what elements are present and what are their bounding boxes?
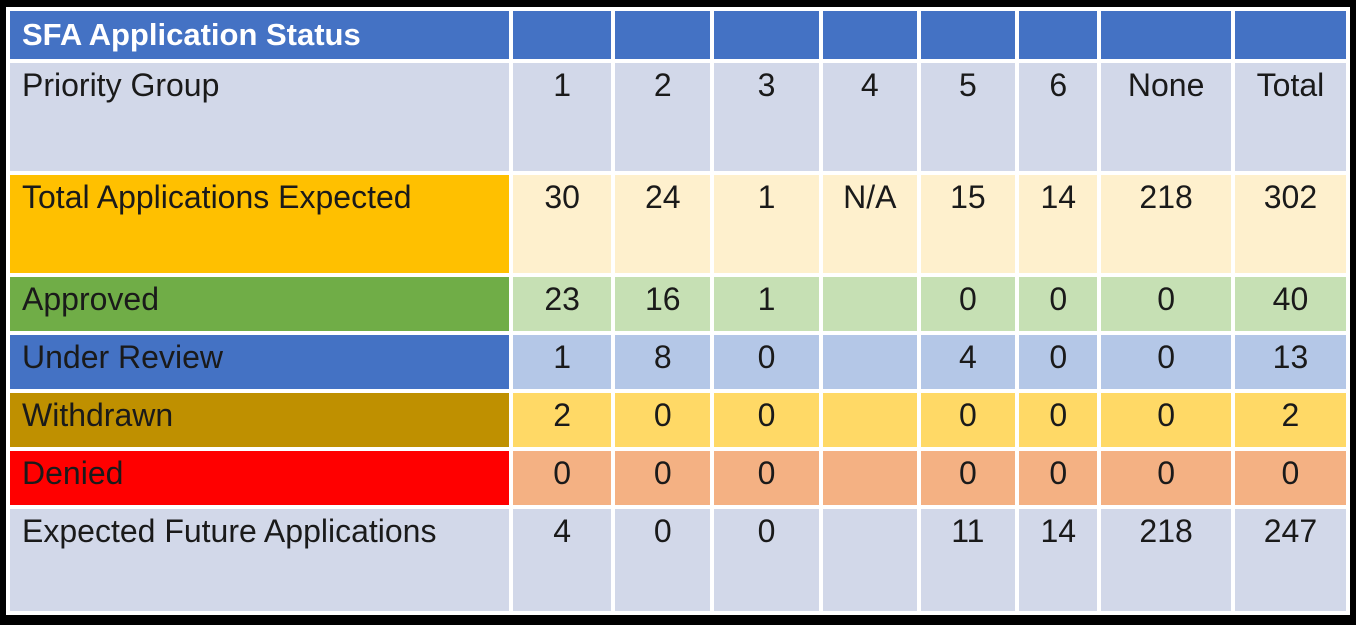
- column-header-4: 4: [822, 63, 917, 171]
- cell-value: 0: [512, 451, 612, 505]
- cell-value: [822, 335, 917, 389]
- title-spacer-cell: [920, 11, 1016, 59]
- table-row-total-applications-expected: Total Applications Expected 30 24 1 N/A …: [10, 175, 1346, 273]
- title-spacer-cell: [714, 11, 819, 59]
- title-spacer-cell: [822, 11, 917, 59]
- cell-value: 40: [1234, 277, 1346, 331]
- cell-value: 15: [920, 175, 1016, 273]
- cell-value: 0: [1019, 277, 1098, 331]
- cell-value: 0: [1101, 277, 1231, 331]
- cell-value: 24: [615, 175, 711, 273]
- row-label: Total Applications Expected: [10, 175, 509, 273]
- cell-value: 218: [1101, 175, 1231, 273]
- title-spacer-cell: [1019, 11, 1098, 59]
- cell-value: 0: [1234, 451, 1346, 505]
- cell-value: 0: [714, 335, 819, 389]
- cell-value: N/A: [822, 175, 917, 273]
- cell-value: 14: [1019, 175, 1098, 273]
- cell-value: 4: [920, 335, 1016, 389]
- row-label: Withdrawn: [10, 393, 509, 447]
- cell-value: 23: [512, 277, 612, 331]
- table-row-expected-future-applications: Expected Future Applications 4 0 0 11 14…: [10, 509, 1346, 611]
- cell-value: [822, 277, 917, 331]
- priority-group-header-row: Priority Group 1 2 3 4 5 6 None Total: [10, 63, 1346, 171]
- priority-group-label: Priority Group: [10, 63, 509, 171]
- cell-value: 2: [1234, 393, 1346, 447]
- table-row-approved: Approved 23 16 1 0 0 0 40: [10, 277, 1346, 331]
- row-label: Expected Future Applications: [10, 509, 509, 611]
- column-header-3: 3: [714, 63, 819, 171]
- cell-value: 0: [1101, 451, 1231, 505]
- title-spacer-cell: [1234, 11, 1346, 59]
- cell-value: 0: [1019, 393, 1098, 447]
- cell-value: 247: [1234, 509, 1346, 611]
- cell-value: 4: [512, 509, 612, 611]
- table-row-under-review: Under Review 1 8 0 4 0 0 13: [10, 335, 1346, 389]
- cell-value: 0: [920, 451, 1016, 505]
- title-spacer-cell: [615, 11, 711, 59]
- cell-value: 0: [1101, 393, 1231, 447]
- title-spacer-cell: [1101, 11, 1231, 59]
- cell-value: 1: [512, 335, 612, 389]
- row-label: Denied: [10, 451, 509, 505]
- cell-value: 8: [615, 335, 711, 389]
- row-label: Approved: [10, 277, 509, 331]
- table-row-denied: Denied 0 0 0 0 0 0 0: [10, 451, 1346, 505]
- cell-value: 302: [1234, 175, 1346, 273]
- cell-value: 13: [1234, 335, 1346, 389]
- cell-value: [822, 393, 917, 447]
- cell-value: 0: [1019, 451, 1098, 505]
- sfa-application-status-table: SFA Application Status Priority Group 1 …: [6, 7, 1350, 615]
- table-row-withdrawn: Withdrawn 2 0 0 0 0 0 2: [10, 393, 1346, 447]
- row-label: Under Review: [10, 335, 509, 389]
- cell-value: 0: [1101, 335, 1231, 389]
- cell-value: 11: [920, 509, 1016, 611]
- cell-value: 16: [615, 277, 711, 331]
- cell-value: 218: [1101, 509, 1231, 611]
- cell-value: 0: [920, 393, 1016, 447]
- title-spacer-cell: [512, 11, 612, 59]
- column-header-1: 1: [512, 63, 612, 171]
- cell-value: [822, 509, 917, 611]
- cell-value: 0: [714, 451, 819, 505]
- column-header-total: Total: [1234, 63, 1346, 171]
- cell-value: 14: [1019, 509, 1098, 611]
- cell-value: 0: [615, 393, 711, 447]
- cell-value: 0: [714, 509, 819, 611]
- cell-value: 0: [615, 509, 711, 611]
- cell-value: 0: [920, 277, 1016, 331]
- title-row: SFA Application Status: [10, 11, 1346, 59]
- cell-value: [822, 451, 917, 505]
- table-title: SFA Application Status: [10, 11, 509, 59]
- column-header-6: 6: [1019, 63, 1098, 171]
- cell-value: 0: [1019, 335, 1098, 389]
- column-header-5: 5: [920, 63, 1016, 171]
- cell-value: 0: [615, 451, 711, 505]
- cell-value: 30: [512, 175, 612, 273]
- cell-value: 2: [512, 393, 612, 447]
- column-header-2: 2: [615, 63, 711, 171]
- column-header-none: None: [1101, 63, 1231, 171]
- cell-value: 0: [714, 393, 819, 447]
- cell-value: 1: [714, 175, 819, 273]
- cell-value: 1: [714, 277, 819, 331]
